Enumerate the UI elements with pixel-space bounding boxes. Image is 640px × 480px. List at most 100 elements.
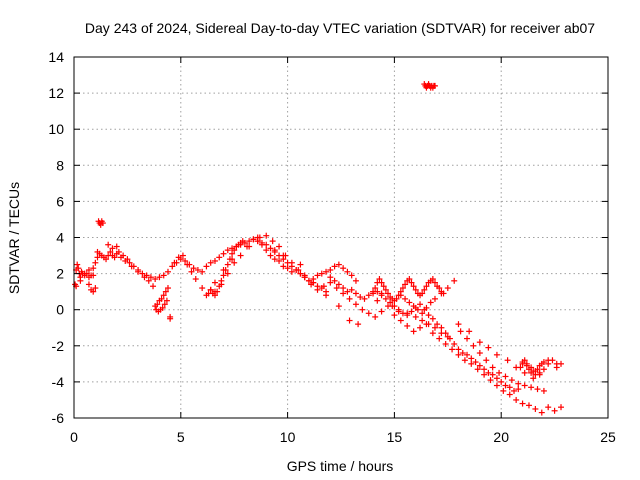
data-point — [519, 400, 526, 407]
data-point — [438, 324, 445, 331]
data-point — [74, 261, 81, 268]
data-point — [431, 324, 438, 331]
data-point — [466, 328, 473, 335]
data-point — [412, 286, 419, 293]
data-point — [162, 288, 169, 295]
data-point — [263, 247, 270, 254]
data-point — [425, 321, 432, 328]
data-point — [139, 270, 146, 277]
y-axis-label: SDTVAR / TECUs — [6, 182, 22, 294]
data-point — [160, 272, 167, 279]
data-point — [502, 373, 509, 380]
data-point — [224, 270, 231, 277]
data-point — [493, 375, 500, 382]
data-point — [288, 268, 295, 275]
data-point — [414, 306, 421, 313]
data-point — [444, 285, 451, 292]
data-point — [164, 268, 171, 275]
data-point — [203, 263, 210, 270]
data-point — [280, 263, 287, 270]
data-point — [365, 292, 372, 299]
data-point — [404, 322, 411, 329]
data-point — [530, 368, 537, 375]
data-point — [406, 276, 413, 283]
x-axis-label: GPS time / hours — [287, 458, 394, 474]
data-point — [525, 366, 532, 373]
data-point — [94, 254, 101, 261]
data-point — [423, 304, 430, 311]
data-point — [481, 366, 488, 373]
data-point — [263, 232, 270, 239]
data-point — [288, 259, 295, 266]
data-point — [513, 396, 520, 403]
data-point — [271, 247, 278, 254]
data-point — [218, 277, 225, 284]
data-point — [75, 265, 82, 272]
data-point — [470, 342, 477, 349]
data-point — [429, 315, 436, 322]
data-point — [521, 357, 528, 364]
data-point — [545, 404, 552, 411]
data-point — [156, 274, 163, 281]
data-point — [194, 266, 201, 273]
data-point — [397, 317, 404, 324]
data-point — [421, 286, 428, 293]
data-point — [419, 317, 426, 324]
data-point — [440, 290, 447, 297]
data-point — [404, 310, 411, 317]
data-point — [376, 276, 383, 283]
data-point — [352, 277, 359, 284]
y-tick-label: 14 — [48, 49, 64, 65]
data-point — [419, 290, 426, 297]
data-point — [331, 263, 338, 270]
data-point — [496, 369, 503, 376]
data-point — [293, 266, 300, 273]
data-point — [169, 263, 176, 270]
data-point — [348, 272, 355, 279]
data-point — [344, 268, 351, 275]
data-point — [352, 290, 359, 297]
data-point — [468, 355, 475, 362]
data-point — [331, 277, 338, 284]
data-point — [374, 297, 381, 304]
data-point — [357, 294, 364, 301]
data-point — [436, 285, 443, 292]
data-point — [161, 301, 168, 308]
data-point — [493, 382, 500, 389]
data-point — [485, 344, 492, 351]
data-point — [163, 297, 170, 304]
data-point — [382, 295, 389, 302]
data-point — [340, 290, 347, 297]
data-point — [231, 259, 238, 266]
data-point — [508, 377, 515, 384]
data-point — [498, 378, 505, 385]
data-point — [493, 351, 500, 358]
data-point — [333, 285, 340, 292]
data-point — [346, 317, 353, 324]
data-point — [436, 335, 443, 342]
axis-ticks: 0 5 10 15 20 25 -6 -4 -2 0 2 4 6 8 10 12 14 — [48, 49, 616, 445]
y-tick-label: 10 — [48, 121, 64, 137]
data-point — [85, 266, 92, 273]
data-point — [327, 266, 334, 273]
data-point — [199, 285, 206, 292]
data-point — [246, 238, 253, 245]
data-point — [115, 248, 122, 255]
data-point — [425, 312, 432, 319]
data-point — [427, 299, 434, 306]
data-point — [77, 277, 84, 284]
data-point — [344, 288, 351, 295]
data-point — [276, 243, 283, 250]
data-point — [346, 295, 353, 302]
data-point — [395, 308, 402, 315]
data-point — [310, 279, 317, 286]
data-point — [521, 369, 528, 376]
data-point — [538, 409, 545, 416]
data-point — [276, 257, 283, 264]
data-point — [553, 360, 560, 367]
data-point — [81, 270, 88, 277]
data-point — [237, 252, 244, 259]
x-tick-label: 25 — [600, 429, 616, 445]
data-point — [92, 285, 99, 292]
data-point — [551, 407, 558, 414]
